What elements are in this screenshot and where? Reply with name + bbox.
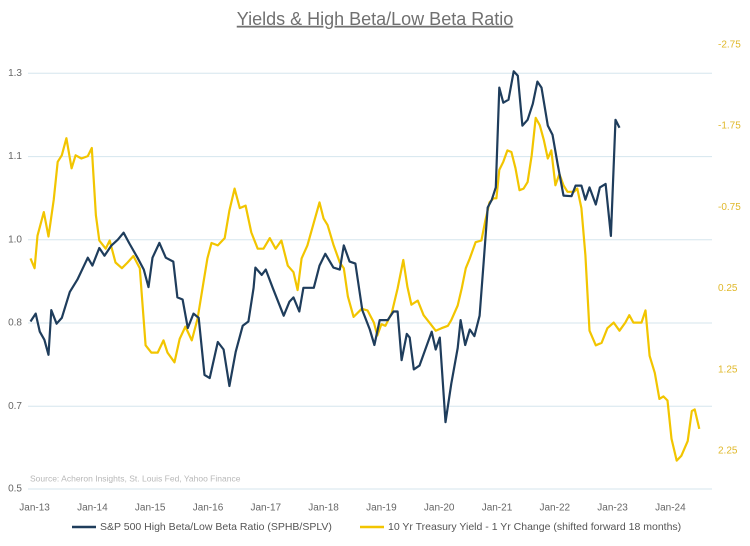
y-tick-label: 0.5 [8, 484, 22, 495]
x-tick-label: Jan-22 [539, 503, 570, 514]
source-note: Source: Acheron Insights, St. Louis Fed,… [30, 473, 241, 483]
x-tick-label: Jan-13 [19, 503, 50, 514]
x-tick-label: Jan-14 [77, 503, 108, 514]
x-tick-label: Jan-16 [193, 503, 224, 514]
x-tick-label: Jan-24 [655, 503, 686, 514]
y2-tick-label: 1.25 [718, 364, 738, 375]
x-tick-label: Jan-23 [597, 503, 628, 514]
x-tick-label: Jan-18 [308, 503, 339, 514]
y-tick-label: 1.3 [8, 68, 22, 79]
x-tick-label: Jan-15 [135, 503, 166, 514]
x-tick-label: Jan-21 [482, 503, 513, 514]
x-tick-label: Jan-19 [366, 503, 397, 514]
y2-tick-label: -1.75 [718, 121, 741, 132]
y-tick-label: 0.7 [8, 401, 22, 412]
y2-tick-label: 0.25 [718, 283, 738, 294]
x-tick-label: Jan-17 [250, 503, 281, 514]
y2-tick-label: 2.25 [718, 445, 738, 456]
series-line [29, 70, 621, 424]
y-tick-label: 1.1 [8, 151, 22, 162]
x-tick-label: Jan-20 [424, 503, 455, 514]
y-tick-label: 0.8 [8, 318, 22, 329]
legend-label: S&P 500 High Beta/Low Beta Ratio (SPHB/S… [100, 521, 332, 533]
chart-title: Yields & High Beta/Low Beta Ratio [237, 9, 514, 29]
y-tick-label: 1.0 [8, 234, 22, 245]
y2-tick-label: -0.75 [718, 202, 741, 213]
series-line [29, 116, 701, 462]
y2-tick-label: -2.75 [718, 40, 741, 51]
legend-label: 10 Yr Treasury Yield - 1 Yr Change (shif… [388, 521, 681, 533]
